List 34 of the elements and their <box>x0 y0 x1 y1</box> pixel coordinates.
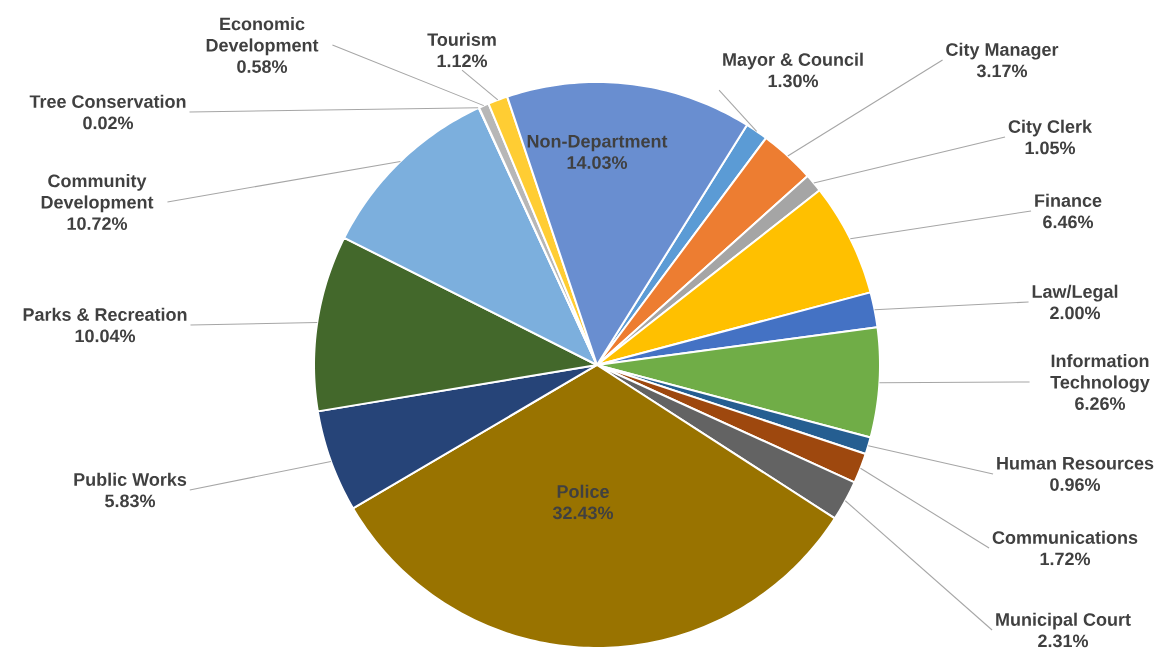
slice-label: Mayor & Council <box>723 52 863 70</box>
data-label: 1.72% <box>1040 552 1091 566</box>
data-label: 0.02% <box>83 116 134 130</box>
slice-label: Finance <box>1035 193 1102 207</box>
data-label: 2.31% <box>1038 634 1089 648</box>
slice-label: Tourism <box>427 32 496 46</box>
slice-label: Parks & Recreation <box>23 307 187 321</box>
data-label: 10.04% <box>75 329 136 343</box>
data-label: 6.26% <box>1075 397 1126 410</box>
data-label: 1.30% <box>768 74 819 88</box>
slice-label: City Manager <box>946 42 1059 60</box>
data-label: 1.05% <box>1025 141 1076 155</box>
data-label: 3.17% <box>976 64 1028 78</box>
data-label: 6.46% <box>1043 215 1094 229</box>
data-label: 2.00% <box>1050 306 1101 320</box>
data-label: 5.83% <box>105 494 156 508</box>
slice-label: Non-Department <box>527 135 668 152</box>
data-label: 0.96% <box>1050 478 1101 491</box>
slice-label: Public Works <box>74 472 187 486</box>
slice-label: Police <box>557 484 609 498</box>
slice-label: Information Technology <box>1050 354 1150 393</box>
slice-label: Human Resources <box>997 457 1154 470</box>
slice-label: Communications <box>992 530 1138 544</box>
data-label: 10.72% <box>67 217 128 230</box>
slice-label: Economic Development <box>206 17 319 56</box>
data-label: 1.12% <box>437 54 488 68</box>
data-label: 32.43% <box>552 506 614 520</box>
slice-label: Tree Conservation <box>29 94 186 108</box>
slice-label: City Clerk <box>1008 119 1093 137</box>
data-label: 0.58% <box>237 60 288 73</box>
data-label: 14.03% <box>567 156 628 169</box>
slice-label: Community Development <box>41 174 154 213</box>
slice-label: Municipal Court <box>996 612 1131 630</box>
slice-label: Law/Legal <box>1032 284 1118 302</box>
